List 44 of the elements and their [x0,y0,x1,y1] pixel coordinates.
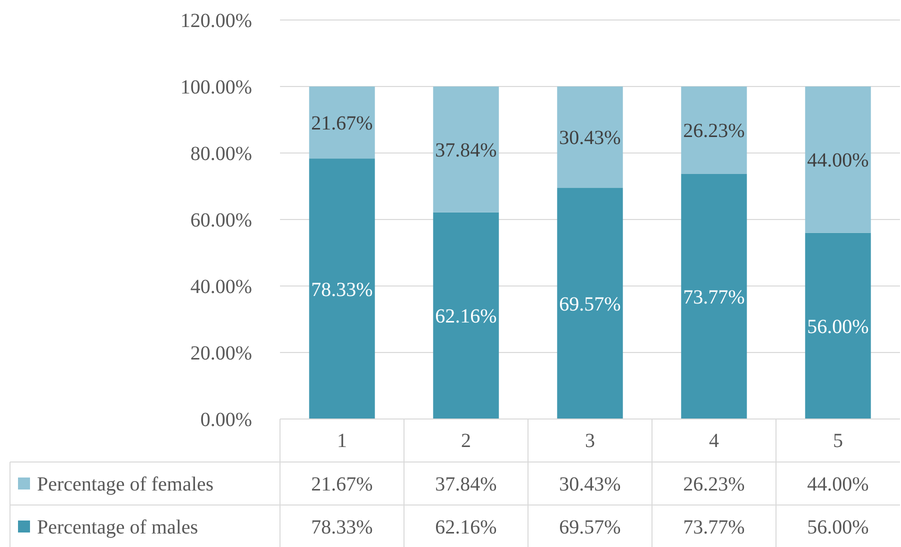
legend-label: Percentage of females [37,474,214,496]
y-tick-label: 0.00% [200,409,252,431]
text: 30.43% [559,127,621,150]
bar [557,188,623,419]
data-label: 21.67% [311,474,373,496]
text: 21.67% [311,112,373,135]
text: 69.57% [559,293,621,316]
y-tick-label: 20.00% [190,342,252,364]
bar [805,86,871,233]
data-label: 73.77% [683,516,745,538]
bar [309,86,375,159]
data-label: 26.23% [683,474,745,496]
bar [433,86,499,212]
data-label: 56.00% [807,516,869,538]
bar [557,86,623,188]
text: 78.33% [311,278,373,301]
bar [805,232,871,419]
text: 44.00% [807,150,869,172]
x-tick-label: 2 [461,430,471,452]
x-tick-label: 3 [585,430,595,452]
data-label: 30.43% [559,474,621,496]
data-label: 62.16% [435,516,497,538]
bar [681,86,747,174]
text: 62.16% [435,306,497,328]
text: 37.84% [435,139,497,162]
bar [309,158,375,419]
data-label: 37.84% [435,474,497,496]
bar [681,174,747,419]
text: 26.23% [683,120,745,142]
y-tick-label: 80.00% [190,143,252,165]
text: 56.00% [807,316,869,338]
data-label: 44.00% [807,474,869,496]
x-tick-label: 4 [709,430,719,452]
x-tick-label: 5 [833,430,843,452]
data-label: 78.33% [311,516,373,538]
data-label: 69.57% [559,516,621,538]
text: 73.77% [683,286,745,308]
y-tick-label: 40.00% [190,276,252,298]
y-tick-label: 120.00% [180,10,252,32]
bar [433,212,499,419]
legend-label: Percentage of males [37,516,198,538]
y-tick-label: 100.00% [180,76,252,98]
x-tick-label: 1 [337,430,347,452]
y-tick-label: 60.00% [190,210,252,232]
